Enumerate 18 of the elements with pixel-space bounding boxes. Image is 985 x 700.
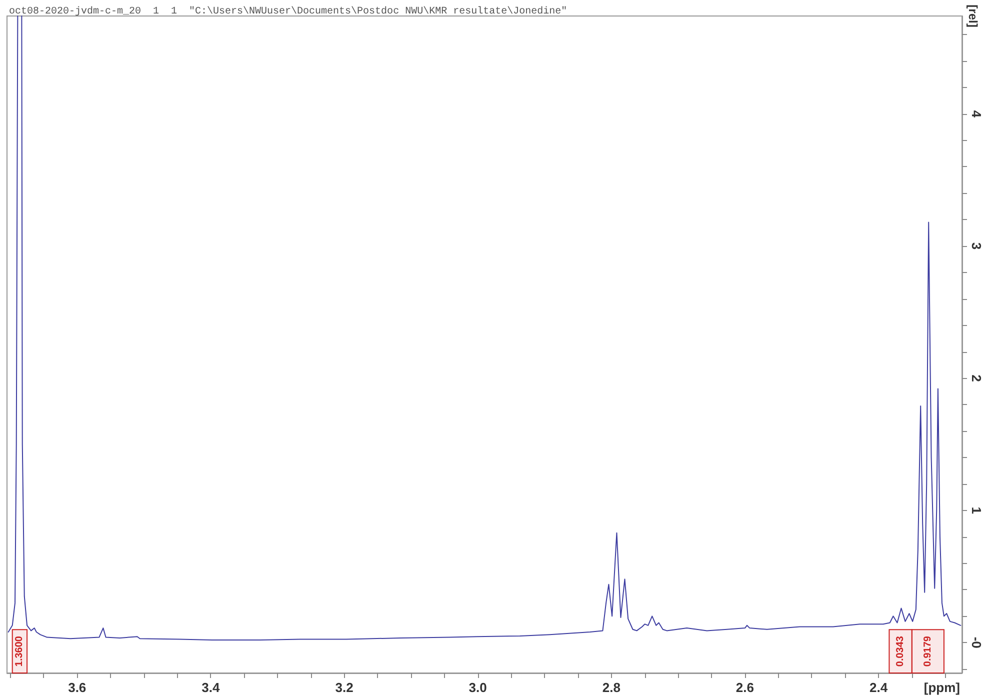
band-label: 0.0343: [895, 636, 906, 667]
band-label: 1.3600: [14, 636, 26, 667]
y-tick-label: 2: [969, 374, 984, 382]
x-tick-label: 2.8: [602, 680, 620, 695]
x-tick-label: 3.6: [68, 680, 86, 695]
band-label: 0.9179: [922, 636, 934, 667]
x-tick-label: 2.6: [736, 680, 754, 695]
y-tick-label: 4: [969, 110, 984, 118]
x-tick-label: 3.4: [202, 680, 220, 695]
x-axis-title: [ppm]: [924, 680, 960, 695]
x-tick-label: 2.4: [869, 680, 888, 695]
y-tick-label: 3: [969, 242, 984, 250]
chart-title: oct08-2020-jvdm-c-m_20 1 1 "C:\Users\NWUuser\Documents\Postdoc NWU\KMR resultate\Jonedine": [9, 6, 568, 18]
y-tick-label: -0: [969, 636, 984, 648]
x-tick-label: 3.2: [335, 680, 354, 695]
x-tick-label: 3.0: [468, 680, 487, 695]
y-tick-label: 1: [969, 506, 984, 514]
y-axis-title: [rel]: [966, 4, 980, 28]
